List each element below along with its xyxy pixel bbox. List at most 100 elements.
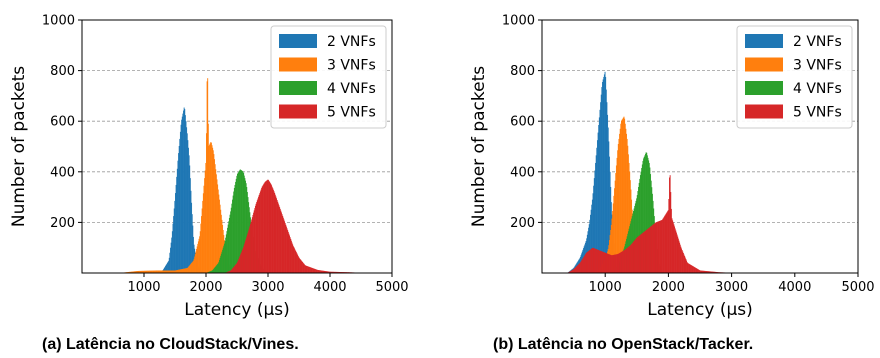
histogram-panel-b: 1000 2000 3000 4000 5000 200 400 600 800 1000 Late… (469, 14, 875, 321)
histogram-bar (229, 270, 231, 273)
histogram-bar (148, 270, 150, 273)
histogram-bar (282, 215, 284, 273)
histogram-bar (706, 271, 708, 273)
histogram-bar (192, 236, 194, 273)
histogram-bar (698, 269, 700, 273)
histogram-bar (183, 110, 184, 273)
histogram-bar (600, 251, 602, 273)
histogram-bar (212, 270, 214, 273)
histogram-bar (147, 270, 149, 273)
histogram-bar (678, 240, 680, 273)
histogram-bar (224, 240, 226, 273)
histogram-bar (230, 207, 232, 273)
histogram-bar (657, 221, 659, 273)
histogram-bar (603, 252, 605, 273)
histogram-bar (214, 267, 215, 273)
histogram-bar (321, 270, 323, 273)
histogram-bar (269, 181, 271, 273)
caption-panel-a: (a) Latência no CloudStack/Vines. (42, 336, 299, 353)
histogram-bar (579, 263, 581, 273)
histogram-bar (624, 118, 626, 273)
histogram-bar (692, 266, 694, 273)
histogram-bar (612, 255, 614, 273)
histogram-bar (188, 266, 190, 273)
y-axis-label: Number of packets (469, 66, 489, 227)
histogram-bar (690, 264, 692, 273)
histogram-bar (627, 247, 629, 273)
histogram-bar (636, 237, 638, 273)
histogram-bar (168, 270, 170, 273)
histogram-bar (330, 271, 331, 273)
histogram-bar (149, 270, 151, 273)
histogram-bar (233, 266, 235, 273)
histogram-bar (666, 212, 668, 273)
histogram-bar (170, 270, 171, 273)
x-tick-label: 1000 (127, 280, 160, 295)
histogram-bar (638, 236, 639, 273)
histogram-bar (142, 270, 144, 273)
histogram-bar (182, 113, 184, 273)
histogram-bar (132, 271, 134, 273)
histogram-bar (238, 259, 240, 273)
histogram-bar (215, 266, 217, 273)
histogram-bar (669, 177, 670, 273)
histogram-bar (630, 244, 632, 273)
histogram-bar (210, 270, 212, 273)
histogram-bar (179, 269, 181, 273)
histogram-bar (663, 216, 665, 273)
histogram-bar (208, 271, 210, 273)
histogram-bar (624, 249, 626, 273)
histogram-bar (210, 271, 212, 273)
histogram-bar (241, 171, 243, 273)
histogram-bar (590, 214, 591, 273)
x-tick-label: 4000 (778, 280, 811, 295)
histogram-bar (658, 221, 660, 273)
histogram-bar (622, 250, 624, 273)
histogram-bar (639, 234, 641, 273)
histogram-bar (318, 270, 320, 273)
histogram-bar (621, 251, 622, 273)
histogram-bar (611, 218, 613, 273)
histogram-bar (705, 271, 707, 273)
histogram-bar (586, 252, 588, 273)
histogram-bar (222, 249, 224, 273)
histogram-bar (636, 195, 638, 273)
histogram-bar (173, 216, 175, 273)
legend-label: 5 VNFs (327, 105, 376, 121)
histogram-bar (675, 230, 677, 273)
histogram-bar (591, 248, 593, 273)
histogram-bar (135, 271, 137, 273)
histogram-bar (243, 246, 245, 273)
x-axis-label: Latency (µs) (184, 300, 290, 320)
histogram-bar (626, 138, 628, 273)
histogram-bar (218, 261, 220, 273)
histogram-bar (702, 270, 704, 273)
histogram-bar (633, 240, 635, 273)
histogram-bar (212, 150, 214, 273)
histogram-bar (259, 193, 261, 273)
histogram-bar (644, 155, 646, 273)
histogram-bar (330, 271, 332, 273)
histogram-bar (262, 185, 264, 273)
histogram-bar (279, 207, 281, 273)
histogram-bar (308, 266, 310, 273)
histogram-bar (576, 265, 578, 273)
histogram-bar (618, 253, 620, 273)
histogram-bar (307, 266, 309, 273)
histogram-bar (307, 266, 308, 273)
histogram-bar (604, 71, 606, 274)
histogram-bar (691, 265, 693, 273)
histogram-bar (597, 132, 599, 273)
histogram-bar (650, 226, 652, 273)
histogram-bar (191, 202, 193, 273)
histogram-bar (611, 255, 613, 273)
histogram-bar (707, 271, 709, 273)
histogram-bar (593, 248, 595, 273)
histogram-bar (617, 150, 619, 273)
histogram-bar (315, 269, 317, 273)
histogram-bar (161, 270, 163, 273)
x-tick-label: 5000 (375, 280, 408, 295)
histogram-bar (196, 248, 197, 273)
histogram-bar (130, 271, 132, 273)
histogram-bar (654, 223, 656, 273)
